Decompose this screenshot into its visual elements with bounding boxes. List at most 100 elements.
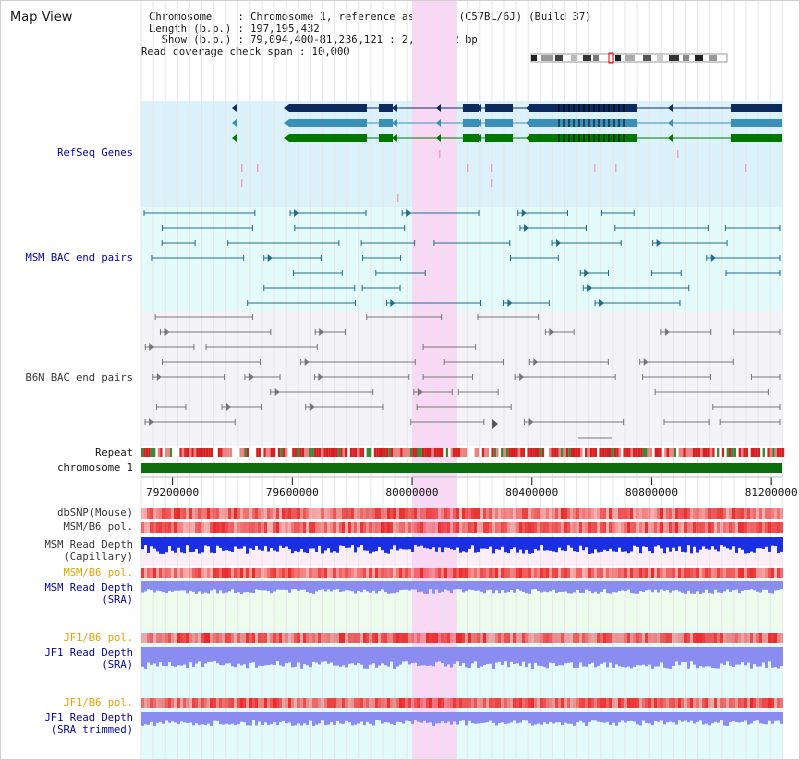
msm-sra-depth-bar (627, 581, 630, 590)
dbsnp-cell (639, 508, 642, 519)
jf1-trimmed-depth-bar (195, 712, 198, 724)
jf1-b6-pol-cell (396, 633, 399, 643)
jf1-b6-pol-2-cell (657, 698, 660, 708)
jf1-b6-pol-cell (600, 633, 603, 643)
msm-b6-pol-2-cell (336, 568, 339, 578)
jf1-trimmed-depth-bar (303, 712, 306, 724)
jf1-b6-pol-2-cell (468, 698, 471, 708)
jf1-b6-pol-cell (570, 633, 573, 643)
repeat-element (549, 448, 552, 457)
jf1-sra-depth-bar (405, 647, 408, 662)
jf1-b6-pol-cell (336, 633, 339, 643)
jf1-sra-depth-bar (510, 647, 513, 662)
msm-b6-pol-2-cell (198, 568, 201, 578)
jf1-sra-depth-bar (465, 647, 468, 668)
msm-capillary-depth-bar (705, 537, 708, 549)
msm-sra-depth-bar (780, 581, 783, 590)
repeat-element (249, 448, 252, 457)
jf1-sra-depth-bar (444, 647, 447, 667)
jf1-b6-pol-2-cell (480, 698, 483, 708)
dbsnp-cell (609, 508, 612, 519)
msm-b6-pol-cell (240, 522, 243, 533)
jf1-sra-depth-bar (696, 647, 699, 669)
msm-b6-pol-cell (771, 522, 774, 533)
ideogram-band (531, 55, 537, 61)
jf1-b6-pol-2-cell (687, 698, 690, 708)
repeat-element (527, 448, 530, 457)
jf1-b6-pol-cell (480, 633, 483, 643)
msm-sra-depth-bar (165, 581, 168, 594)
repeat-element (174, 448, 177, 457)
jf1-sra-depth-bar (591, 647, 594, 663)
jf1-b6-pol-cell (750, 633, 753, 643)
msm-capillary-depth-bar (387, 537, 390, 554)
msm-b6-pol-2-cell (627, 568, 630, 578)
msm-b6-pol-2-cell (633, 568, 636, 578)
msm-b6-pol-cell (693, 522, 696, 533)
msm-b6-pol-cell (327, 522, 330, 533)
msm-b6-pol-2-cell (417, 568, 420, 578)
msm-sra-depth-bar (168, 581, 171, 591)
msm-b6-pol-cell (753, 522, 756, 533)
jf1-depth-trimmed-line1: JF1 Read Depth (44, 712, 133, 724)
msm-b6-pol-2-cell (585, 568, 588, 578)
repeat-element (337, 448, 341, 457)
msm-capillary-depth-bar (537, 537, 540, 551)
dbsnp-cell (351, 508, 354, 519)
msm-b6-pol-2-cell (768, 568, 771, 578)
jf1-b6-pol-label: JF1/B6 pol. (63, 632, 133, 644)
msm-capillary-depth-bar (306, 537, 309, 554)
jf1-b6-pol-cell (567, 633, 570, 643)
chromosome-label: chromosome 1 (57, 462, 133, 474)
jf1-trimmed-depth-bar (702, 712, 705, 725)
msm-b6-pol-cell (186, 522, 189, 533)
dbsnp-cell (648, 508, 651, 519)
dbsnp-cell (747, 508, 750, 519)
msm-sra-depth-bar (480, 581, 483, 592)
jf1-sra-depth-bar (459, 647, 462, 666)
msm-capillary-depth-bar (726, 537, 729, 549)
jf1-b6-pol-cell (483, 633, 486, 643)
dbsnp-cell (651, 508, 654, 519)
msm-b6-pol-cell (147, 522, 150, 533)
msm-sra-depth-bar (753, 581, 756, 591)
msm-b6-pol-cell (714, 522, 717, 533)
jf1-b6-pol-cell (321, 633, 324, 643)
jf1-trimmed-depth-bar (732, 712, 735, 722)
repeat-element (611, 448, 614, 457)
jf1-b6-pol-cell (288, 633, 291, 643)
msm-sra-depth-bar (315, 581, 318, 592)
repeat-element (781, 448, 785, 457)
repeat-element (155, 448, 158, 457)
jf1-b6-pol-2-cell (231, 698, 234, 708)
msm-b6-pol-cell (306, 522, 309, 533)
jf1-trimmed-depth-bar (447, 712, 450, 722)
msm-sra-depth-bar (294, 581, 297, 590)
jf1-b6-pol-cell (474, 633, 477, 643)
jf1-trimmed-depth-bar (711, 712, 714, 724)
msm-b6-pol-2-cell (582, 568, 585, 578)
dbsnp-cell (759, 508, 762, 519)
msm-sra-depth-bar (468, 581, 471, 590)
jf1-trimmed-depth-bar (624, 712, 627, 723)
gene-exon (529, 119, 637, 127)
jf1-trimmed-depth-bar (294, 712, 297, 726)
jf1-trimmed-depth-bar (606, 712, 609, 722)
gene-arrow (232, 119, 237, 127)
jf1-sra-depth-bar (642, 647, 645, 665)
dbsnp-cell (171, 508, 174, 519)
jf1-trimmed-depth-bar (297, 712, 300, 724)
msm-sra-depth-bar (648, 581, 651, 590)
jf1-b6-pol-cell (675, 633, 678, 643)
jf1-b6-pol-2-cell (573, 698, 576, 708)
msm-b6-pol-cell (432, 522, 435, 533)
msm-b6-pol-cell (360, 522, 363, 533)
msm-b6-pol-cell (333, 522, 336, 533)
repeat-element (148, 448, 151, 457)
jf1-b6-pol-2-cell (690, 698, 693, 708)
jf1-b6-pol-2-cell (501, 698, 504, 708)
msm-b6-pol-2-cell (765, 568, 768, 578)
jf1-b6-pol-2-cell (204, 698, 207, 708)
msm-sra-depth-bar (684, 581, 687, 594)
